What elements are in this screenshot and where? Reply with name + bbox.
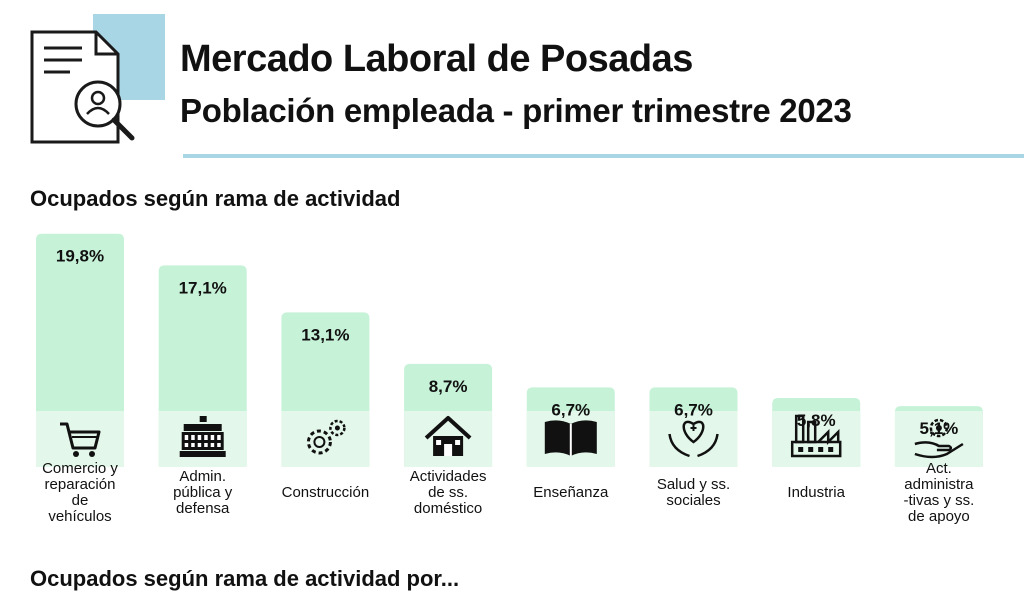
icon-band: [649, 411, 738, 467]
value-label: 17,1%: [179, 278, 227, 297]
page-title: Mercado Laboral de Posadas: [180, 38, 693, 80]
book-icon: [544, 420, 597, 456]
page-subtitle: Población empleada - primer trimestre 20…: [180, 92, 852, 129]
title-divider: [183, 154, 1024, 158]
category-label: Enseñanza: [533, 484, 609, 501]
value-label: 19,8%: [56, 247, 104, 266]
cart-icon: [60, 422, 101, 457]
government-building-icon: [179, 416, 226, 457]
category-label: Comercio y reparación de vehículos: [42, 460, 118, 525]
value-label: 6,7%: [551, 400, 590, 419]
value-label: 5,8%: [797, 411, 836, 430]
category-label: Industria: [787, 484, 845, 501]
value-label: 6,7%: [674, 400, 713, 419]
icon-band: [281, 411, 370, 467]
document-search-icon: [30, 14, 165, 144]
heart-hands-icon: [668, 420, 719, 458]
value-label: 8,7%: [429, 377, 468, 396]
value-label: 13,1%: [301, 325, 349, 344]
icon-band: [894, 411, 983, 467]
icon-band: [36, 411, 124, 467]
category-label: Salud y ss. sociales: [657, 476, 730, 509]
activity-bar-chart: 19,8% Comercio y reparación de vehículos 17,1…: [36, 233, 983, 525]
category-label: Actividades de ss. doméstico: [410, 468, 487, 517]
category-label: Act. administra -tivas y ss. de apoyo: [903, 460, 974, 525]
house-icon: [424, 416, 472, 456]
category-label: Construcción: [282, 484, 370, 501]
gears-icon: [306, 419, 346, 455]
factory-icon: [790, 414, 842, 458]
bar: [36, 233, 124, 466]
hand-gear-icon: [914, 418, 964, 459]
section-title: Ocupados según rama de actividad: [30, 186, 401, 211]
category-label: Admin. pública y defensa: [173, 468, 233, 517]
next-section-title: Ocupados según rama de actividad por...: [30, 566, 460, 591]
